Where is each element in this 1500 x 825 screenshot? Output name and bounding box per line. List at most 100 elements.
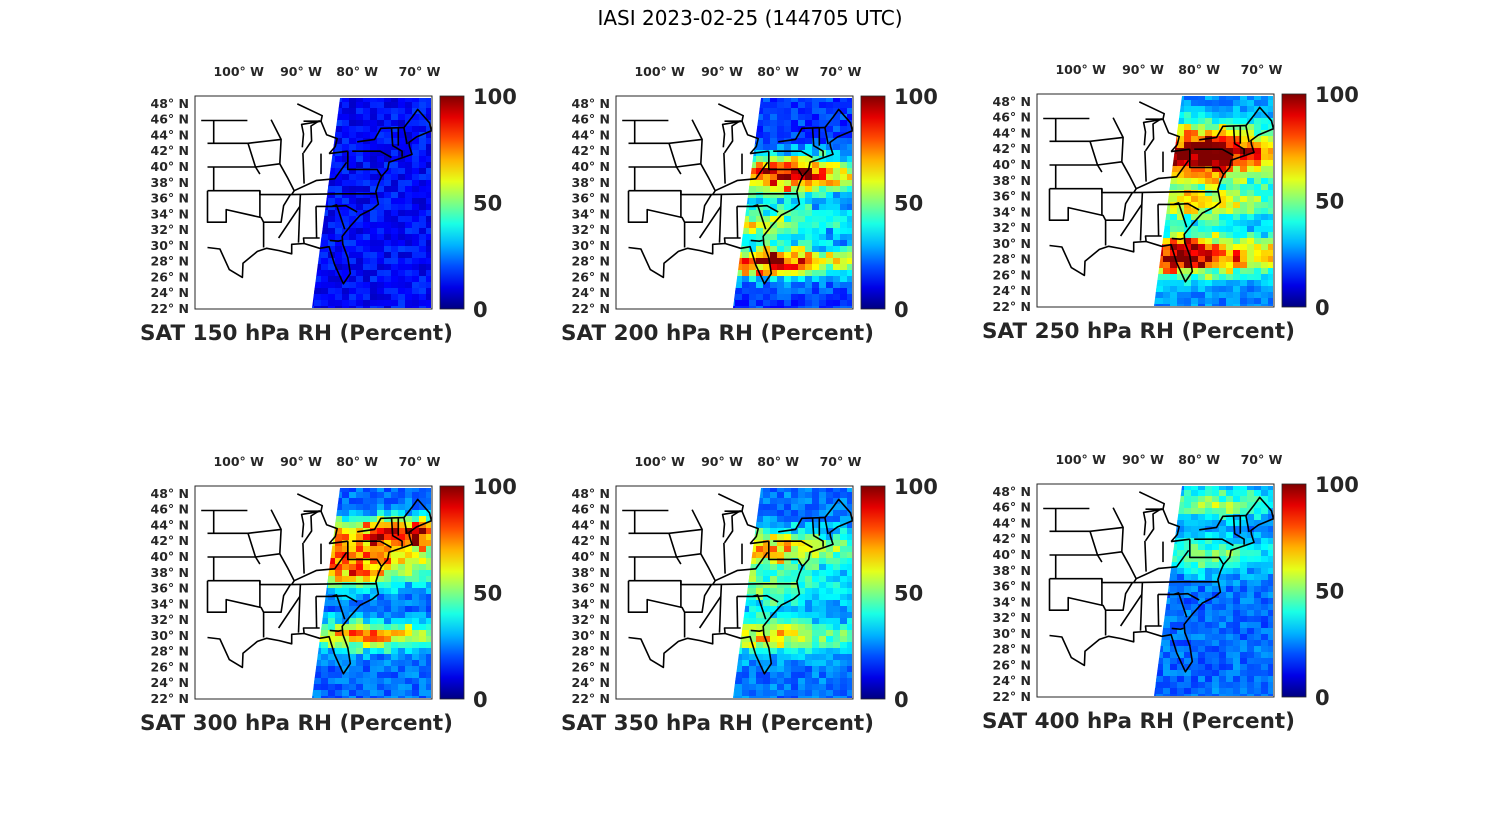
colorbar <box>439 95 465 310</box>
map-frame <box>615 485 854 700</box>
coastline <box>207 108 432 285</box>
lon-tick-90w: 90° W <box>701 64 743 79</box>
state-borders <box>622 103 853 285</box>
lat-tick-38n: 38° N <box>993 173 1031 188</box>
state-borders <box>201 103 432 285</box>
lon-tick-100w: 100° W <box>213 64 264 79</box>
colorbar-tick-50: 50 <box>1315 190 1344 214</box>
lat-tick-38n: 38° N <box>572 175 610 190</box>
lat-tick-40n: 40° N <box>572 159 610 174</box>
map-frame <box>1036 483 1275 698</box>
colorbar-tick-0: 0 <box>473 298 488 322</box>
colorbar <box>439 485 465 700</box>
colorbar-tick-50: 50 <box>473 192 502 216</box>
state-borders <box>201 493 432 675</box>
lat-tick-24n: 24° N <box>572 675 610 690</box>
panel-title: SAT 150 hPa RH (Percent) <box>140 321 453 346</box>
colorbar-tick-100: 100 <box>894 85 938 109</box>
lat-tick-40n: 40° N <box>993 547 1031 562</box>
colorbar-tick-50: 50 <box>894 192 923 216</box>
lat-tick-42n: 42° N <box>993 531 1031 546</box>
map-panel-250hpa: 22° N 24° N 26° N 28° N 30° N 32° N 34° N 36° N… <box>982 60 1402 344</box>
lat-tick-44n: 44° N <box>993 515 1031 530</box>
lat-tick-38n: 38° N <box>151 175 189 190</box>
lon-tick-90w: 90° W <box>280 64 322 79</box>
lon-tick-80w: 80° W <box>757 454 799 469</box>
map-panel-200hpa: 22° N 24° N 26° N 28° N 30° N 32° N 34° N 36° N… <box>561 62 981 346</box>
lon-tick-100w: 100° W <box>634 454 685 469</box>
lat-tick-44n: 44° N <box>151 127 189 142</box>
lon-tick-90w: 90° W <box>1122 452 1164 467</box>
lat-tick-30n: 30° N <box>572 628 610 643</box>
lat-tick-32n: 32° N <box>572 222 610 237</box>
lat-tick-32n: 32° N <box>572 612 610 627</box>
lat-tick-36n: 36° N <box>572 191 610 206</box>
lat-tick-38n: 38° N <box>993 563 1031 578</box>
lat-tick-46n: 46° N <box>572 112 610 127</box>
rh-map-chart: 22° N24° N26° N28° N30° N32° N34° N36° N… <box>561 64 938 346</box>
coastline <box>207 498 432 675</box>
lon-tick-100w: 100° W <box>213 454 264 469</box>
lat-tick-48n: 48° N <box>151 96 189 111</box>
figure-title: IASI 2023-02-25 (144705 UTC) <box>597 6 903 30</box>
lon-tick-70w: 70° W <box>1241 62 1283 77</box>
lat-tick-46n: 46° N <box>993 110 1031 125</box>
lat-tick-28n: 28° N <box>151 644 189 659</box>
lon-tick-80w: 80° W <box>757 64 799 79</box>
lat-tick-30n: 30° N <box>993 236 1031 251</box>
rh-map-chart: 22° N24° N26° N28° N30° N32° N34° N36° N… <box>982 62 1359 344</box>
lat-tick-44n: 44° N <box>572 127 610 142</box>
colorbar-tick-50: 50 <box>473 582 502 606</box>
lat-tick-30n: 30° N <box>151 238 189 253</box>
map-panel-150hpa: 22° N 24° N 26° N 28° N 30° N 32° N 34° N 36° N… <box>140 62 560 346</box>
rh-map-chart: 22° N24° N26° N28° N30° N32° N34° N36° N… <box>140 454 517 736</box>
lat-tick-34n: 34° N <box>151 596 189 611</box>
lon-tick-80w: 80° W <box>1178 452 1220 467</box>
lat-tick-32n: 32° N <box>993 220 1031 235</box>
panel-title: SAT 400 hPa RH (Percent) <box>982 709 1295 734</box>
colorbar-tick-100: 100 <box>894 475 938 499</box>
panel-title: SAT 200 hPa RH (Percent) <box>561 321 874 346</box>
lat-tick-28n: 28° N <box>572 254 610 269</box>
lon-tick-90w: 90° W <box>280 454 322 469</box>
lat-tick-32n: 32° N <box>993 610 1031 625</box>
lat-tick-30n: 30° N <box>151 628 189 643</box>
lat-tick-28n: 28° N <box>993 642 1031 657</box>
lat-tick-30n: 30° N <box>993 626 1031 641</box>
lat-tick-44n: 44° N <box>572 517 610 532</box>
lat-tick-48n: 48° N <box>993 484 1031 499</box>
lat-tick-42n: 42° N <box>151 533 189 548</box>
map-frame <box>194 95 433 310</box>
lon-tick-100w: 100° W <box>1055 452 1106 467</box>
colorbar <box>1281 483 1307 698</box>
rh-map-chart: 22° N24° N26° N28° N30° N32° N34° N36° N… <box>140 64 517 346</box>
lon-tick-70w: 70° W <box>1241 452 1283 467</box>
lat-tick-46n: 46° N <box>572 502 610 517</box>
lat-tick-48n: 48° N <box>572 486 610 501</box>
lon-tick-100w: 100° W <box>1055 62 1106 77</box>
colorbar <box>860 95 886 310</box>
coastline <box>628 498 853 675</box>
lat-tick-26n: 26° N <box>993 657 1031 672</box>
lat-tick-42n: 42° N <box>572 143 610 158</box>
lat-tick-22n: 22° N <box>572 691 610 706</box>
panel-title: SAT 300 hPa RH (Percent) <box>140 711 453 736</box>
lon-tick-70w: 70° W <box>399 454 441 469</box>
colorbar-tick-0: 0 <box>473 688 488 712</box>
lat-tick-34n: 34° N <box>572 206 610 221</box>
lon-tick-80w: 80° W <box>1178 62 1220 77</box>
lat-tick-46n: 46° N <box>151 112 189 127</box>
lat-tick-36n: 36° N <box>151 191 189 206</box>
map-frame <box>194 485 433 700</box>
lat-tick-24n: 24° N <box>151 285 189 300</box>
lat-tick-38n: 38° N <box>572 565 610 580</box>
lon-tick-70w: 70° W <box>820 454 862 469</box>
lon-tick-70w: 70° W <box>820 64 862 79</box>
panel-title: SAT 250 hPa RH (Percent) <box>982 319 1295 344</box>
coastline <box>1049 496 1274 673</box>
map-panel-300hpa: 22° N 24° N 26° N 28° N 30° N 32° N 34° N 36° N… <box>140 452 560 736</box>
lat-tick-40n: 40° N <box>993 157 1031 172</box>
colorbar-tick-100: 100 <box>1315 473 1359 497</box>
lat-tick-26n: 26° N <box>151 269 189 284</box>
lat-tick-26n: 26° N <box>572 269 610 284</box>
